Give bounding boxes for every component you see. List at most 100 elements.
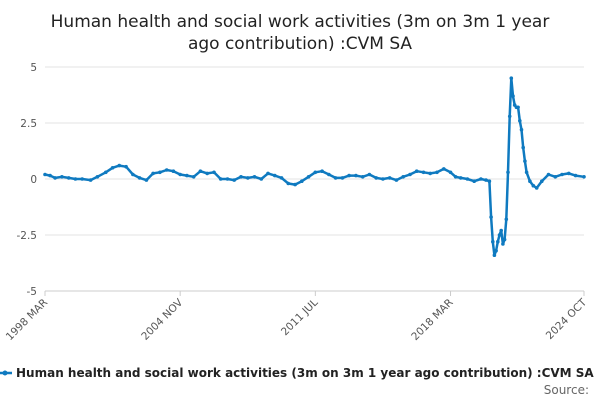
- data-point[interactable]: [293, 182, 297, 187]
- data-point[interactable]: [492, 253, 497, 257]
- data-point[interactable]: [266, 171, 270, 176]
- data-point[interactable]: [501, 242, 505, 246]
- data-point[interactable]: [110, 166, 115, 170]
- data-point[interactable]: [212, 170, 216, 175]
- data-point[interactable]: [472, 179, 477, 183]
- data-point[interactable]: [479, 177, 483, 181]
- data-point[interactable]: [521, 145, 525, 150]
- data-point[interactable]: [573, 173, 578, 178]
- y-tick-label: 0: [30, 174, 37, 186]
- data-point[interactable]: [259, 177, 264, 181]
- data-point[interactable]: [540, 179, 544, 183]
- data-point[interactable]: [394, 178, 399, 182]
- data-point[interactable]: [48, 173, 52, 178]
- data-point[interactable]: [225, 177, 230, 181]
- data-point[interactable]: [489, 215, 493, 219]
- data-point[interactable]: [506, 170, 510, 175]
- data-point[interactable]: [414, 169, 419, 173]
- data-point[interactable]: [117, 163, 122, 168]
- data-point[interactable]: [502, 237, 507, 242]
- data-point[interactable]: [487, 179, 492, 183]
- data-point[interactable]: [306, 175, 311, 179]
- data-point[interactable]: [232, 178, 236, 182]
- data-point[interactable]: [246, 176, 250, 180]
- data-point[interactable]: [218, 177, 223, 181]
- data-point[interactable]: [88, 178, 93, 182]
- data-point[interactable]: [104, 170, 108, 175]
- data-point[interactable]: [60, 175, 64, 179]
- data-point[interactable]: [124, 164, 128, 169]
- data-point[interactable]: [95, 175, 100, 179]
- data-point[interactable]: [546, 172, 551, 177]
- data-point[interactable]: [300, 179, 304, 183]
- data-point[interactable]: [511, 94, 515, 98]
- data-point[interactable]: [171, 169, 176, 173]
- data-point[interactable]: [279, 176, 284, 180]
- data-point[interactable]: [73, 177, 78, 181]
- data-point[interactable]: [528, 179, 532, 183]
- data-point[interactable]: [387, 176, 392, 180]
- data-point[interactable]: [465, 177, 470, 181]
- data-point[interactable]: [53, 176, 57, 180]
- data-point[interactable]: [66, 176, 71, 180]
- data-point[interactable]: [491, 239, 495, 244]
- data-point[interactable]: [158, 170, 162, 175]
- data-point[interactable]: [531, 183, 536, 188]
- data-point[interactable]: [408, 172, 412, 177]
- data-point[interactable]: [333, 176, 338, 180]
- data-point[interactable]: [458, 176, 463, 180]
- data-point[interactable]: [185, 173, 189, 178]
- data-point[interactable]: [198, 169, 203, 173]
- data-point[interactable]: [252, 175, 257, 179]
- data-point[interactable]: [374, 176, 379, 180]
- data-point[interactable]: [131, 172, 135, 177]
- data-point[interactable]: [43, 172, 47, 177]
- data-point[interactable]: [178, 172, 182, 177]
- data-point[interactable]: [137, 176, 142, 180]
- data-point[interactable]: [497, 233, 502, 237]
- data-point[interactable]: [421, 170, 426, 175]
- data-point[interactable]: [560, 172, 564, 177]
- data-point[interactable]: [239, 175, 243, 179]
- data-point[interactable]: [340, 176, 345, 180]
- data-point[interactable]: [80, 177, 84, 181]
- data-point[interactable]: [516, 105, 520, 110]
- data-point[interactable]: [313, 170, 318, 175]
- data-point[interactable]: [286, 181, 291, 186]
- data-point[interactable]: [534, 186, 539, 190]
- data-point[interactable]: [553, 175, 558, 179]
- data-point[interactable]: [401, 175, 406, 179]
- legend[interactable]: Human health and social work activities …: [0, 366, 594, 380]
- data-point[interactable]: [518, 119, 522, 123]
- data-point[interactable]: [496, 239, 500, 244]
- data-point[interactable]: [327, 172, 331, 177]
- data-point[interactable]: [367, 172, 372, 177]
- data-point[interactable]: [448, 170, 453, 175]
- data-point[interactable]: [484, 178, 488, 182]
- data-point[interactable]: [428, 171, 433, 176]
- data-point[interactable]: [435, 170, 439, 175]
- data-point[interactable]: [381, 177, 385, 181]
- data-point[interactable]: [504, 217, 509, 222]
- data-point[interactable]: [442, 167, 446, 171]
- data-point[interactable]: [582, 175, 586, 179]
- data-point[interactable]: [519, 127, 524, 132]
- data-point[interactable]: [453, 175, 458, 179]
- data-point[interactable]: [499, 228, 504, 233]
- data-point[interactable]: [205, 171, 209, 176]
- data-point[interactable]: [151, 171, 155, 176]
- data-point[interactable]: [320, 169, 324, 173]
- data-point[interactable]: [144, 178, 149, 182]
- data-point[interactable]: [360, 175, 365, 179]
- data-point[interactable]: [347, 173, 351, 178]
- data-point[interactable]: [509, 76, 514, 80]
- data-point[interactable]: [354, 173, 358, 178]
- data-point[interactable]: [494, 248, 498, 253]
- data-point[interactable]: [567, 171, 571, 176]
- data-point[interactable]: [164, 168, 169, 172]
- data-point[interactable]: [273, 173, 277, 178]
- data-point[interactable]: [524, 170, 529, 175]
- data-point[interactable]: [523, 159, 527, 163]
- data-point[interactable]: [507, 114, 512, 119]
- data-point[interactable]: [191, 175, 196, 179]
